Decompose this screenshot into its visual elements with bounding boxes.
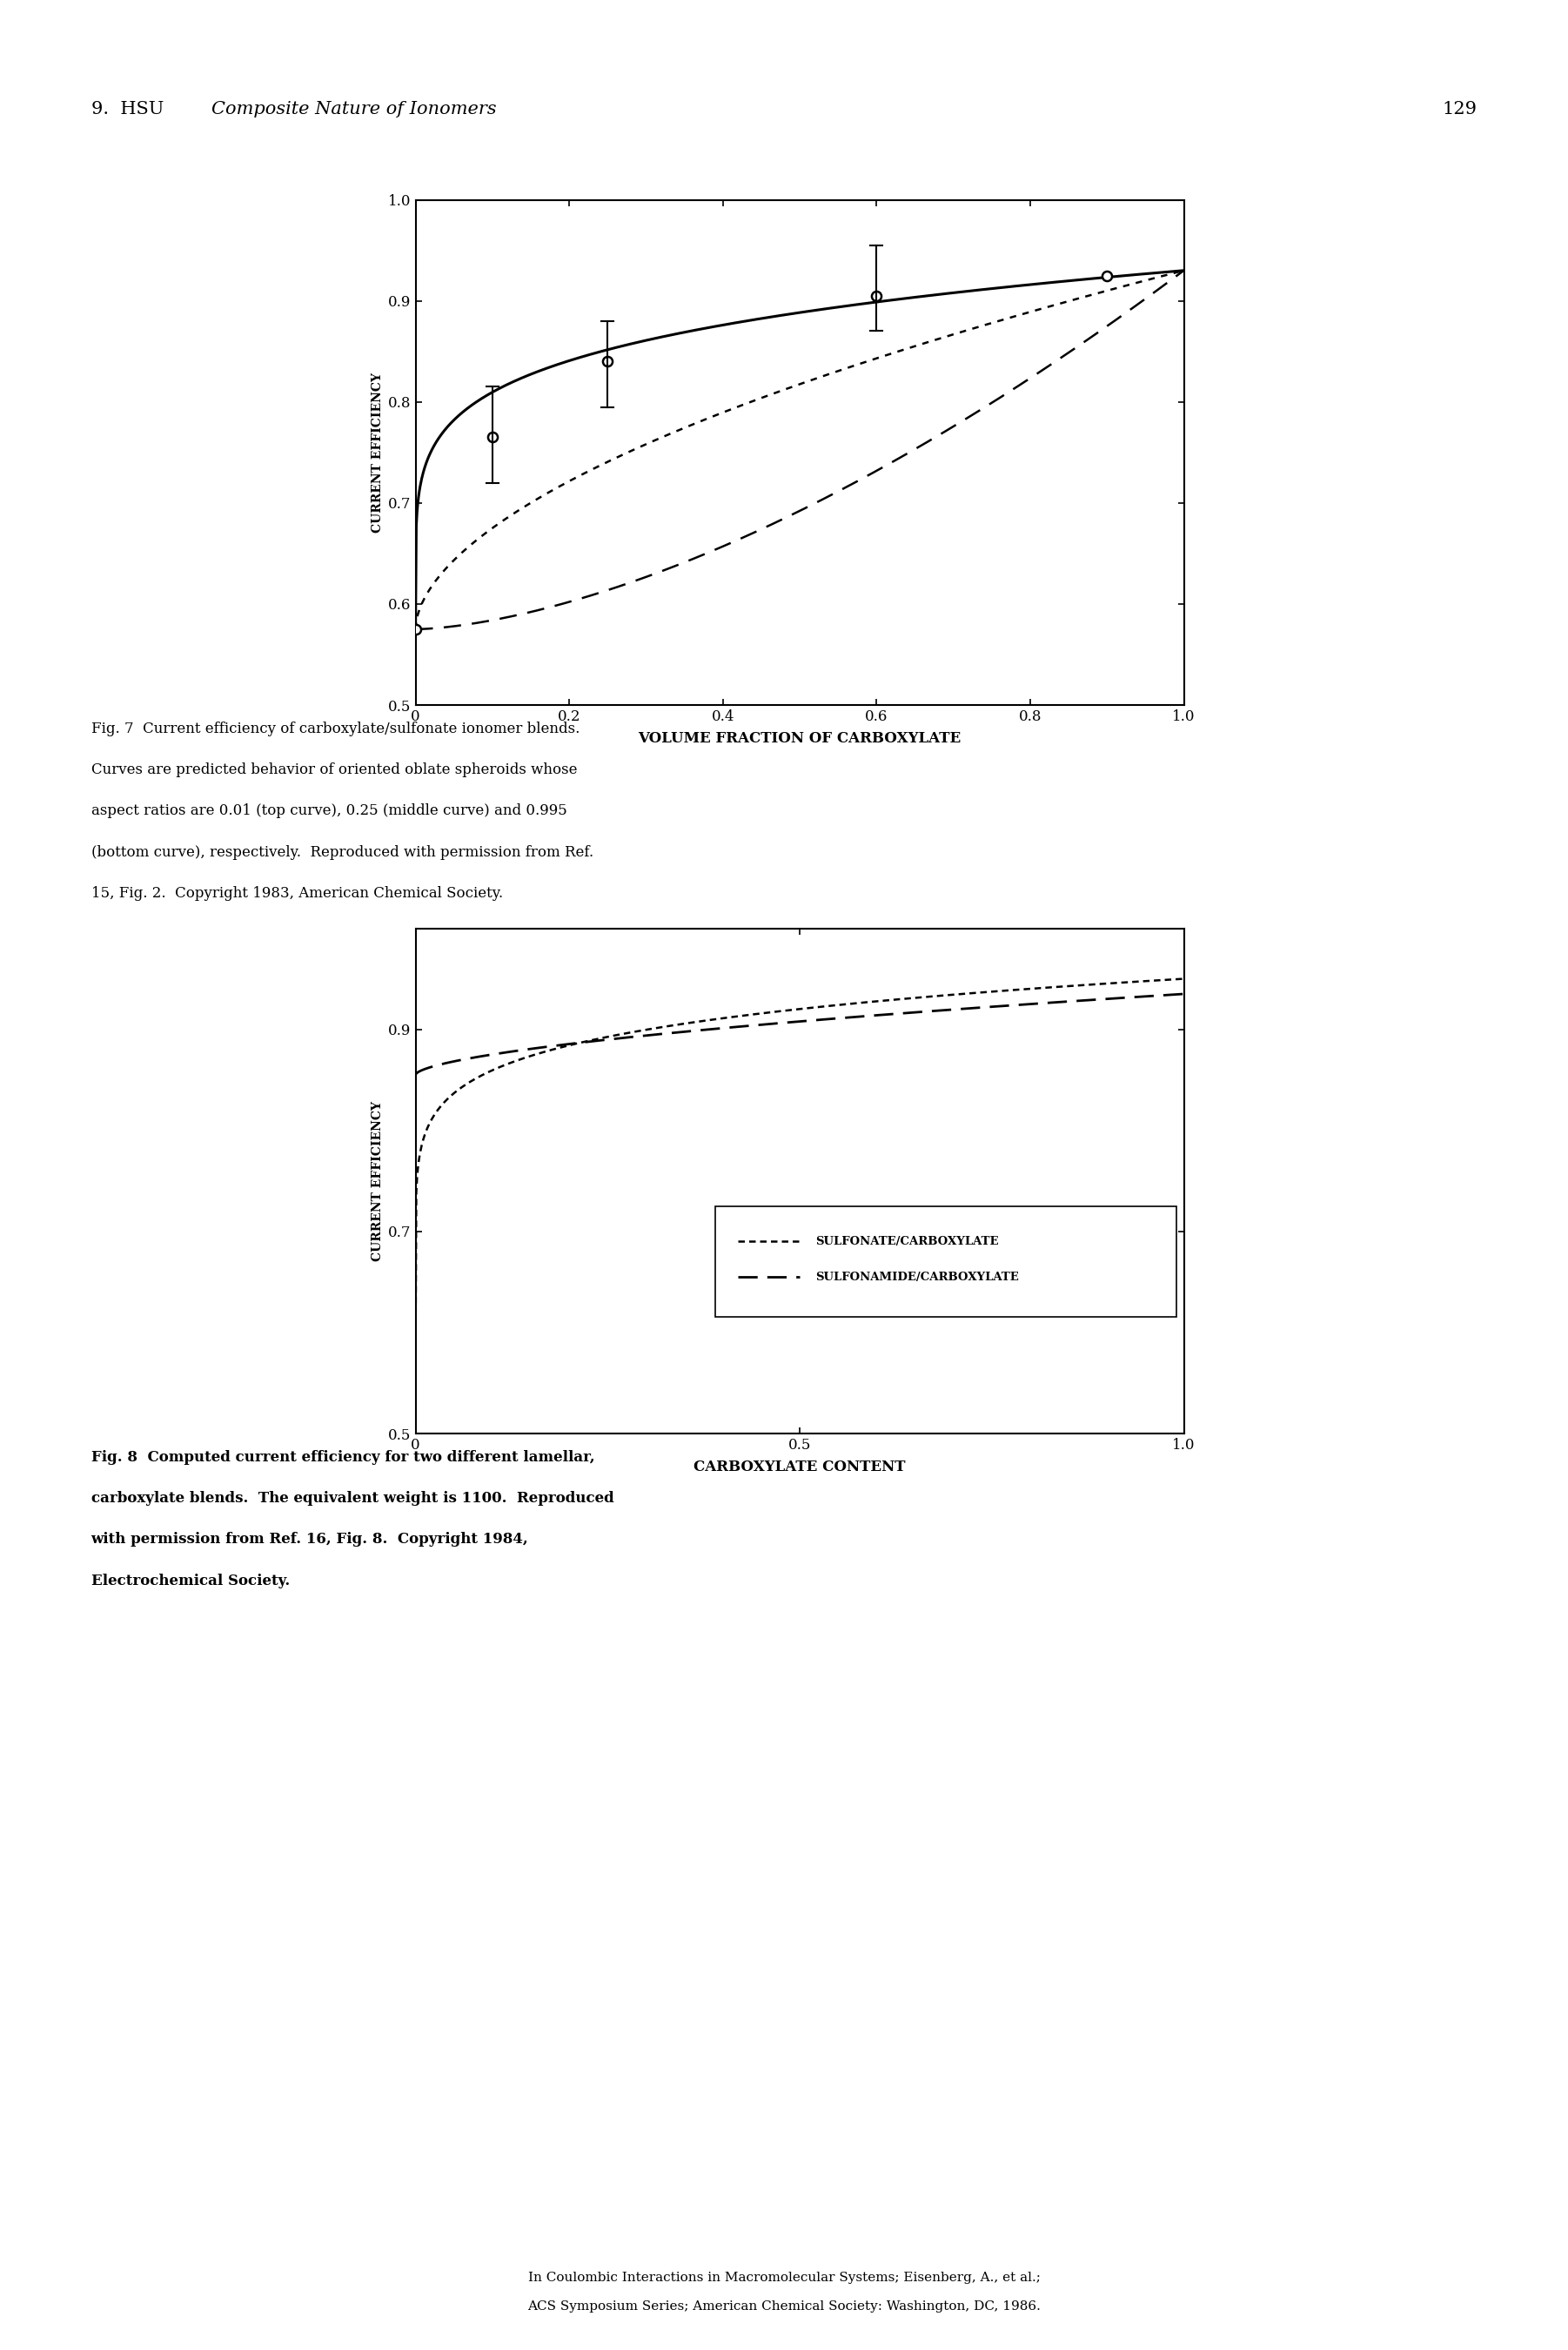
Text: carboxylate blends.  The equivalent weight is 1100.  Reproduced: carboxylate blends. The equivalent weigh…: [91, 1492, 613, 1506]
Text: In Coulombic Interactions in Macromolecular Systems; Eisenberg, A., et al.;: In Coulombic Interactions in Macromolecu…: [528, 2272, 1040, 2284]
X-axis label: VOLUME FRACTION OF CARBOXYLATE: VOLUME FRACTION OF CARBOXYLATE: [638, 731, 961, 745]
Text: 9.  HSU: 9. HSU: [91, 101, 163, 118]
Text: Curves are predicted behavior of oriented oblate spheroids whose: Curves are predicted behavior of oriente…: [91, 764, 577, 778]
X-axis label: CARBOXYLATE CONTENT: CARBOXYLATE CONTENT: [693, 1459, 906, 1473]
Text: 129: 129: [1443, 101, 1477, 118]
Text: (bottom curve), respectively.  Reproduced with permission from Ref.: (bottom curve), respectively. Reproduced…: [91, 846, 593, 860]
FancyBboxPatch shape: [715, 1206, 1176, 1318]
Text: Fig. 7  Current efficiency of carboxylate/sulfonate ionomer blends.: Fig. 7 Current efficiency of carboxylate…: [91, 721, 580, 736]
Text: ACS Symposium Series; American Chemical Society: Washington, DC, 1986.: ACS Symposium Series; American Chemical …: [527, 2301, 1041, 2312]
Text: SULFONATE/CARBOXYLATE: SULFONATE/CARBOXYLATE: [815, 1236, 999, 1248]
Text: with permission from Ref. 16, Fig. 8.  Copyright 1984,: with permission from Ref. 16, Fig. 8. Co…: [91, 1532, 528, 1546]
Text: Composite Nature of Ionomers: Composite Nature of Ionomers: [212, 101, 497, 118]
Text: SULFONAMIDE/CARBOXYLATE: SULFONAMIDE/CARBOXYLATE: [815, 1271, 1019, 1283]
Text: Electrochemical Society.: Electrochemical Society.: [91, 1574, 290, 1589]
Text: Fig. 8  Computed current efficiency for two different lamellar,: Fig. 8 Computed current efficiency for t…: [91, 1450, 594, 1464]
Y-axis label: CURRENT EFFICIENCY: CURRENT EFFICIENCY: [372, 1100, 384, 1262]
Y-axis label: CURRENT EFFICIENCY: CURRENT EFFICIENCY: [372, 371, 384, 533]
Text: 15, Fig. 2.  Copyright 1983, American Chemical Society.: 15, Fig. 2. Copyright 1983, American Che…: [91, 886, 503, 900]
Text: aspect ratios are 0.01 (top curve), 0.25 (middle curve) and 0.995: aspect ratios are 0.01 (top curve), 0.25…: [91, 804, 566, 818]
